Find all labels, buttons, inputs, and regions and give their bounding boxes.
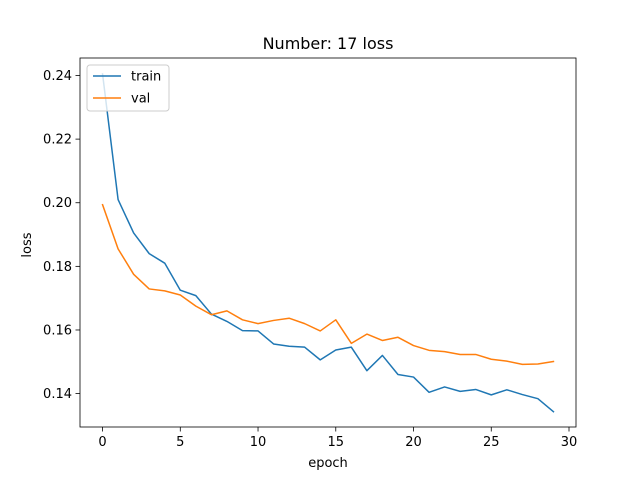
x-tick-label: 25 bbox=[483, 435, 500, 450]
legend-label-train: train bbox=[131, 70, 161, 85]
series-line-train bbox=[101, 73, 555, 413]
series-line-val bbox=[101, 203, 555, 366]
y-tick-label: 0.14 bbox=[43, 387, 72, 402]
x-tick-label: 10 bbox=[250, 435, 267, 450]
legend-label-val: val bbox=[131, 92, 150, 107]
x-tick-label: 5 bbox=[176, 435, 184, 450]
y-tick-label: 0.18 bbox=[43, 260, 72, 275]
y-axis-label: loss bbox=[20, 232, 35, 257]
y-tick-label: 0.16 bbox=[43, 323, 72, 338]
y-tick-label: 0.24 bbox=[43, 69, 72, 84]
x-tick-label: 0 bbox=[98, 435, 106, 450]
x-tick-label: 15 bbox=[328, 435, 345, 450]
y-tick-label: 0.20 bbox=[43, 196, 72, 211]
x-tick-label: 30 bbox=[561, 435, 578, 450]
legend: train val bbox=[86, 64, 170, 112]
x-tick-label: 20 bbox=[405, 435, 422, 450]
y-tick-label: 0.22 bbox=[43, 133, 72, 148]
plot-frame bbox=[79, 57, 577, 428]
x-axis-label: epoch bbox=[308, 456, 348, 471]
chart-title: Number: 17 loss bbox=[263, 34, 394, 53]
